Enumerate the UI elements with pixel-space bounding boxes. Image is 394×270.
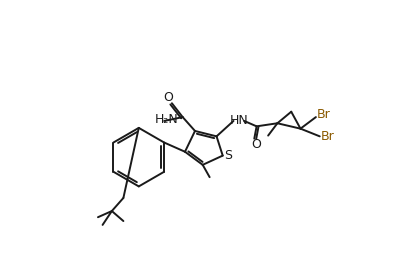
Text: S: S bbox=[224, 149, 232, 162]
Text: HN: HN bbox=[230, 114, 248, 127]
Text: O: O bbox=[163, 91, 173, 104]
Text: H₂N: H₂N bbox=[155, 113, 179, 126]
Text: O: O bbox=[251, 137, 261, 151]
Text: Br: Br bbox=[321, 130, 335, 143]
Text: Br: Br bbox=[317, 107, 331, 120]
